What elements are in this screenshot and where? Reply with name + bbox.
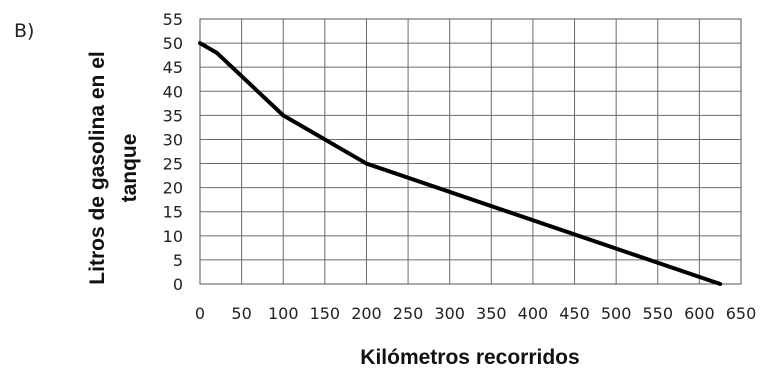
y-axis-title-line-2: tanque — [118, 134, 141, 203]
y-tick-label: 0 — [173, 275, 183, 294]
x-tick-label: 450 — [559, 304, 590, 323]
y-axis-title-line-1: Litros de gasolina en el — [86, 51, 109, 284]
x-tick-label: 300 — [434, 304, 465, 323]
x-axis-title: Kilómetros recorridos — [360, 346, 579, 369]
x-tick-label: 650 — [726, 304, 757, 323]
y-tick-label: 55 — [163, 10, 183, 29]
x-tick-label: 250 — [393, 304, 424, 323]
y-tick-label: 5 — [173, 251, 183, 270]
x-tick-label: 150 — [310, 304, 341, 323]
x-tick-labels: 0 50 100 150 200 250 300 350 400 450 500 550 600 650 — [195, 304, 756, 323]
y-tick-label: 35 — [163, 106, 183, 125]
y-axis-title: Litros de gasolina en el tanque — [86, 51, 141, 284]
x-tick-label: 200 — [351, 304, 382, 323]
y-tick-label: 30 — [163, 130, 183, 149]
plot-frame — [199, 18, 742, 285]
y-tick-label: 20 — [163, 179, 183, 198]
x-tick-label: 0 — [195, 304, 205, 323]
y-tick-label: 50 — [163, 34, 183, 53]
y-tick-label: 45 — [163, 58, 183, 77]
x-tick-label: 350 — [476, 304, 507, 323]
plot-border — [199, 18, 742, 285]
x-tick-label: 100 — [268, 304, 299, 323]
data-series — [198, 41, 723, 286]
x-tick-label: 400 — [518, 304, 549, 323]
y-tick-label: 40 — [163, 82, 183, 101]
chart-grid — [199, 18, 742, 285]
y-tick-label: 15 — [163, 203, 183, 222]
x-tick-label: 600 — [684, 304, 715, 323]
y-tick-labels: 0 5 10 15 20 25 30 35 40 45 50 55 — [163, 10, 183, 294]
panel-label: B) — [14, 20, 35, 42]
y-tick-label: 10 — [163, 227, 183, 246]
y-tick-label: 25 — [163, 155, 183, 174]
x-tick-label: 500 — [601, 304, 632, 323]
x-tick-label: 550 — [642, 304, 673, 323]
x-tick-label: 50 — [231, 304, 251, 323]
series-line — [198, 41, 723, 286]
